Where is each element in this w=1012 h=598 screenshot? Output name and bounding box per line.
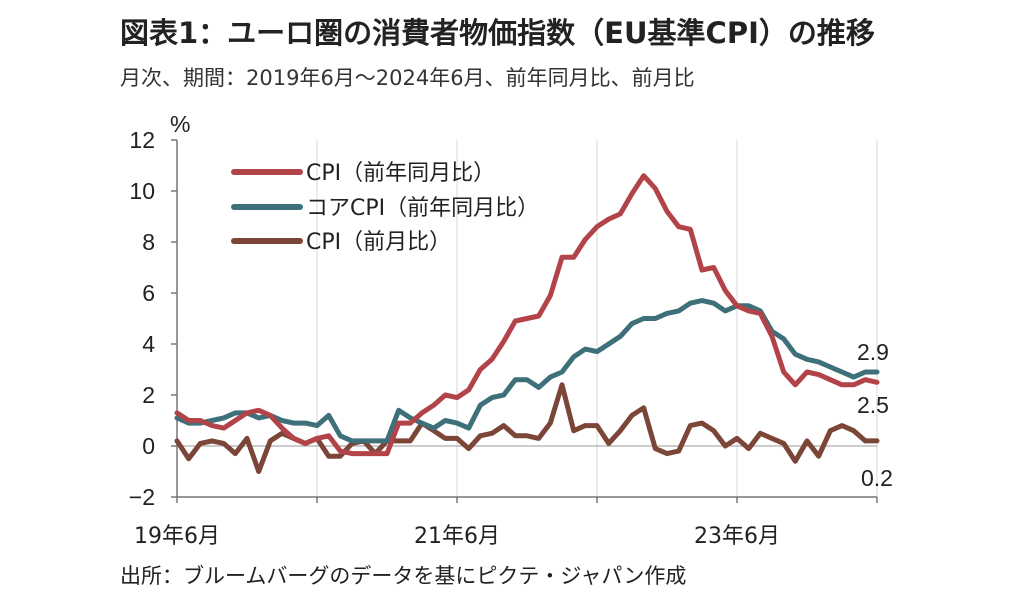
end-value-label: 0.2	[861, 465, 893, 491]
chart-subtitle: 月次、期間：2019年6月～2024年6月、前年同月比、前月比	[120, 66, 695, 90]
legend-label: コアCPI（前年同月比）	[306, 196, 539, 221]
x-tick-label: 21年6月	[414, 524, 500, 549]
y-tick-label: 10	[129, 178, 155, 204]
y-tick-label: 6	[142, 280, 155, 306]
legend-label: CPI（前月比）	[306, 230, 451, 255]
y-axis-ticks: 12 10 8 6 4 2 0 −2	[129, 127, 177, 510]
y-tick-label: 12	[129, 127, 155, 153]
legend-label: CPI（前年同月比）	[306, 161, 495, 186]
end-value-label: 2.9	[857, 339, 889, 365]
y-tick-label: 0	[142, 433, 155, 459]
y-tick-label: 2	[142, 382, 155, 408]
end-value-label: 2.5	[857, 392, 889, 418]
x-axis-ticks: 19年6月 21年6月 23年6月	[134, 497, 878, 549]
y-tick-label: −2	[129, 484, 155, 510]
y-tick-label: 8	[142, 229, 155, 255]
series-lines	[174, 173, 880, 474]
series-line	[174, 173, 880, 457]
gridlines	[316, 140, 878, 497]
y-tick-label: 4	[142, 331, 155, 357]
axes	[176, 140, 877, 498]
end-labels: 2.5 2.9 0.2	[857, 339, 893, 491]
x-tick-label: 23年6月	[694, 524, 780, 549]
legend: CPI（前年同月比） コアCPI（前年同月比） CPI（前月比）	[231, 161, 539, 255]
x-tick-label: 19年6月	[134, 524, 220, 549]
y-axis-unit: %	[170, 111, 190, 137]
series-line	[174, 298, 880, 444]
source-note: 出所：ブルームバーグのデータを基にピクテ・ジャパン作成	[120, 564, 687, 588]
chart-title: 図表1：ユーロ圏の消費者物価指数（EU基準CPI）の推移	[120, 16, 875, 50]
